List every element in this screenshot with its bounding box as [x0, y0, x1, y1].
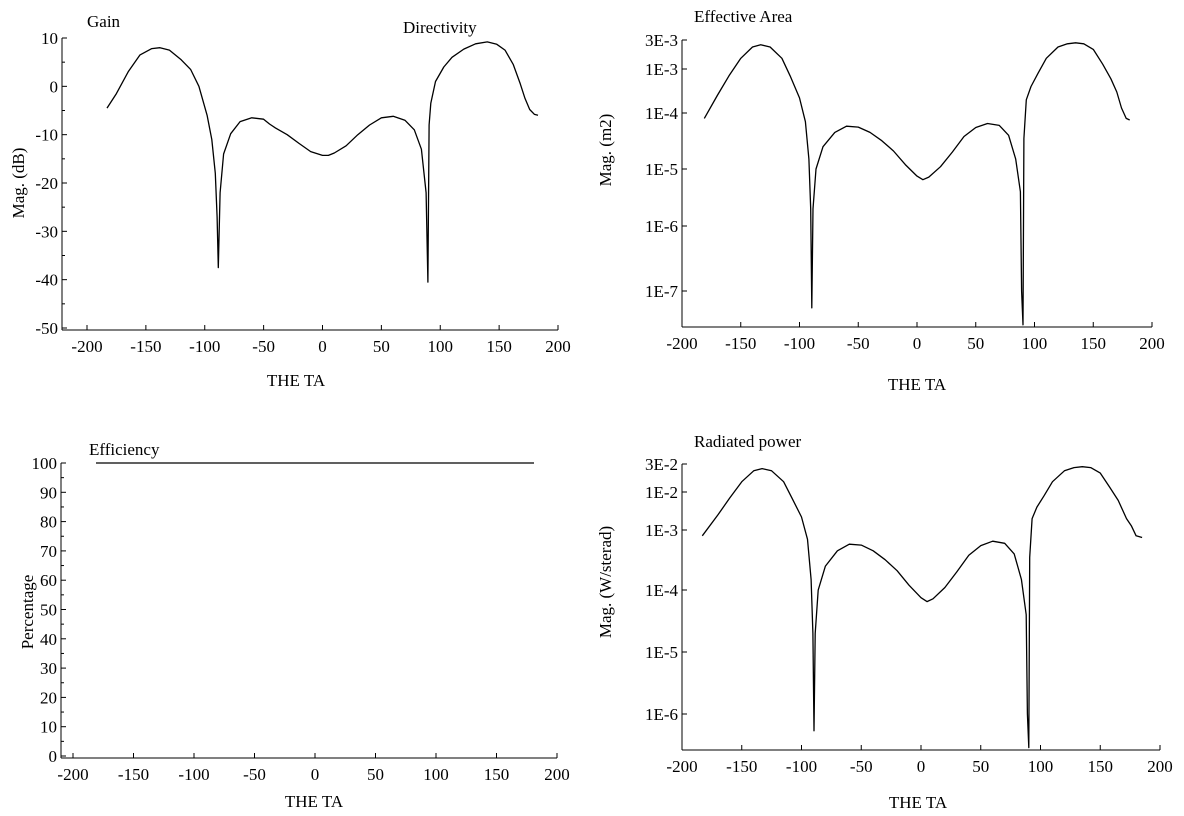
y-tick-label: 10: [41, 29, 58, 48]
y-tick-label: 0: [50, 77, 59, 96]
y-tick-label: 60: [40, 571, 57, 590]
x-axis-label: THE TA: [267, 371, 326, 390]
effective-area-chart: Effective Area THE TA Mag. (m2) -200 -150…: [596, 7, 1165, 394]
efficiency-chart: Efficiency THE TA Percentage -200 -150 -10…: [18, 440, 570, 811]
x-tick-label: 200: [1139, 334, 1165, 353]
x-tick-label: 50: [373, 337, 390, 356]
x-tick-label: -200: [57, 765, 88, 784]
y-tick-label: 1E-4: [645, 581, 679, 600]
tick-layer: -200 -150 -100 -50 0 50 100 150 200 0 10 20 30 40 50 60…: [32, 454, 570, 784]
y-tick-label: -30: [35, 222, 58, 241]
radiated-power-chart: Radiated power THE TA Mag. (W/sterad) -2…: [596, 432, 1173, 812]
y-tick-label: 0: [49, 747, 58, 766]
y-tick-label: 1E-6: [645, 705, 678, 724]
x-axis-label: THE TA: [888, 375, 947, 394]
y-tick-label: 3E-3: [645, 31, 678, 50]
y-tick-label: -20: [35, 174, 58, 193]
x-tick-label: -150: [130, 337, 161, 356]
series-layer: [703, 42, 1130, 326]
y-tick-label: 50: [40, 601, 57, 620]
x-tick-label: 0: [318, 337, 327, 356]
y-tick-label: -40: [35, 271, 58, 290]
x-tick-label: 200: [1147, 757, 1173, 776]
gain-chart: Gain Directivity THE TA Mag. (dB) -200 -1…: [9, 12, 571, 390]
y-tick-label: -10: [35, 126, 58, 145]
x-tick-label: 150: [1088, 757, 1114, 776]
x-tick-label: 100: [423, 765, 449, 784]
x-tick-label: -100: [784, 334, 815, 353]
x-tick-label: 150: [1081, 334, 1107, 353]
y-tick-label: 80: [40, 513, 57, 532]
y-tick-label: -50: [35, 319, 58, 338]
y-axis-label: Mag. (W/sterad): [596, 526, 615, 638]
x-tick-label: -200: [71, 337, 102, 356]
series-line: [106, 41, 539, 283]
y-tick-label: 1E-5: [645, 160, 678, 179]
tick-layer: -200 -150 -100 -50 0 50 100 150 200 1E-7 1E-6 1E-5 1…: [645, 31, 1165, 353]
chart-title-effective-area: Effective Area: [694, 7, 793, 26]
series-layer: [701, 466, 1143, 749]
y-tick-label: 1E-3: [645, 60, 678, 79]
x-tick-label: 200: [544, 765, 570, 784]
x-tick-label: -150: [725, 334, 756, 353]
x-tick-label: 100: [1028, 757, 1054, 776]
y-tick-label: 1E-4: [645, 104, 679, 123]
x-tick-label: -50: [243, 765, 266, 784]
series-layer: [106, 41, 539, 283]
y-tick-label: 70: [40, 542, 57, 561]
x-tick-label: -200: [666, 334, 697, 353]
y-axis-label: Mag. (dB): [9, 148, 28, 219]
y-tick-label: 90: [40, 483, 57, 502]
x-tick-label: 200: [545, 337, 571, 356]
x-tick-label: 0: [917, 757, 926, 776]
x-tick-label: -50: [850, 757, 873, 776]
x-axis-label: THE TA: [889, 793, 948, 812]
y-axis-label: Mag. (m2): [596, 114, 615, 187]
y-tick-label: 100: [32, 454, 58, 473]
y-tick-label: 1E-2: [645, 483, 678, 502]
x-tick-label: -150: [726, 757, 757, 776]
y-tick-label: 10: [40, 718, 57, 737]
y-tick-label: 3E-2: [645, 455, 678, 474]
y-tick-label: 1E-7: [645, 282, 679, 301]
y-tick-label: 30: [40, 659, 57, 678]
x-axis-label: THE TA: [285, 792, 344, 811]
tick-layer: -200 -150 -100 -50 0 50 100 150 200-50-40-30-20-…: [35, 29, 570, 356]
x-tick-label: -200: [666, 757, 697, 776]
x-tick-label: -50: [847, 334, 870, 353]
x-tick-label: -100: [786, 757, 817, 776]
chart-title-directivity: Directivity: [403, 18, 477, 37]
y-tick-label: 1E-5: [645, 643, 678, 662]
series-line: [701, 466, 1143, 749]
chart-title-radiated-power: Radiated power: [694, 432, 801, 451]
y-axis-label: Percentage: [18, 575, 37, 650]
tick-layer: -200 -150 -100 -50 0 50 100 150 200 1E-6 1E-5 1E-4 1…: [645, 455, 1173, 776]
x-tick-label: -150: [118, 765, 149, 784]
x-tick-label: -100: [189, 337, 220, 356]
x-tick-label: 0: [311, 765, 320, 784]
x-tick-label: 100: [428, 337, 454, 356]
chart-title-efficiency: Efficiency: [89, 440, 160, 459]
y-tick-label: 40: [40, 630, 57, 649]
x-tick-label: 150: [484, 765, 510, 784]
x-tick-label: 100: [1022, 334, 1048, 353]
y-tick-label: 1E-6: [645, 217, 678, 236]
chart-title-gain: Gain: [87, 12, 121, 31]
series-line: [703, 42, 1130, 326]
x-tick-label: 50: [967, 334, 984, 353]
x-tick-label: 150: [486, 337, 512, 356]
x-tick-label: 50: [367, 765, 384, 784]
x-tick-label: -100: [178, 765, 209, 784]
x-tick-label: 0: [913, 334, 922, 353]
y-tick-label: 20: [40, 688, 57, 707]
x-tick-label: -50: [252, 337, 275, 356]
x-tick-label: 50: [972, 757, 989, 776]
y-tick-label: 1E-3: [645, 521, 678, 540]
